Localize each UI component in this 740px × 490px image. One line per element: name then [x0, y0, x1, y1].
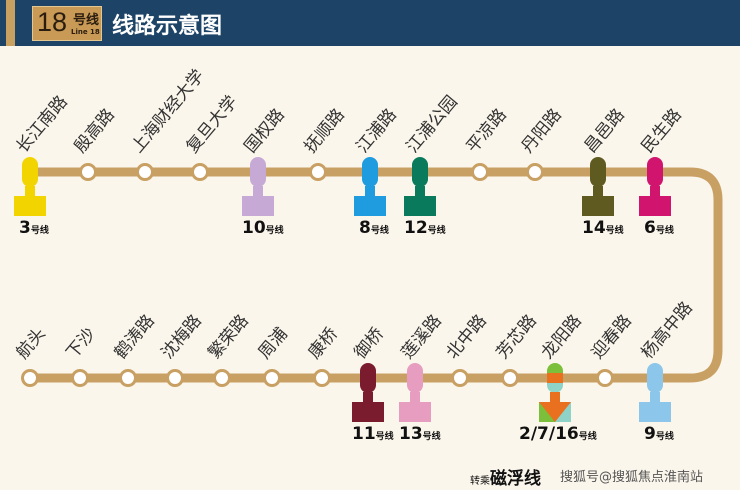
transfer-line-label: 9号线 [644, 424, 674, 444]
line-number: 18 [37, 7, 68, 37]
footer-maglev: 磁浮线 [490, 469, 541, 489]
transfer-station-marker [647, 363, 663, 393]
transfer-station-marker [22, 157, 38, 187]
watermark: 搜狐号@搜狐焦点淮南站 [560, 470, 704, 485]
transfer-line-label: 6号线 [644, 218, 674, 238]
station-dot [71, 369, 89, 387]
transfer-line-number: 14 [582, 218, 606, 238]
station-dot [166, 369, 184, 387]
transfer-station-marker [590, 157, 606, 187]
station-dot [136, 163, 154, 181]
header: 18 号线 Line 18 线路示意图 [0, 0, 740, 46]
transfer-suffix: 号线 [655, 226, 674, 236]
station-dot [596, 369, 614, 387]
arrow-shaft [650, 186, 660, 198]
header-accent [6, 0, 15, 46]
station-dot [309, 163, 327, 181]
station-dot [313, 369, 331, 387]
transfer-line-label: 8号线 [359, 218, 389, 238]
transfer-station-marker [360, 363, 376, 393]
line-en: Line 18 [71, 28, 100, 36]
arrow-shaft [415, 186, 425, 198]
transfer-line-number: 6 [644, 218, 656, 238]
transfer-line-number: 9 [644, 424, 656, 444]
station-dot [191, 163, 209, 181]
transfer-line-number: 12 [404, 218, 428, 238]
station-dot [213, 369, 231, 387]
arrow-down-icon [14, 196, 46, 216]
arrow-shaft [365, 186, 375, 198]
transfer-line-label: 14号线 [582, 218, 624, 238]
transfer-line-label: 11号线 [352, 424, 394, 444]
transfer-suffix: 号线 [655, 432, 674, 442]
arrow-shaft [593, 186, 603, 198]
transfer-suffix: 号线 [422, 432, 441, 442]
line-badge: 18 号线 Line 18 [32, 6, 102, 41]
arrow-shaft [363, 392, 373, 404]
transfer-line-number: 11 [352, 424, 376, 444]
station-dot [501, 369, 519, 387]
station-dot [471, 163, 489, 181]
arrow-down-icon [399, 402, 431, 422]
arrow-down-icon [539, 402, 571, 422]
arrow-down-icon [582, 196, 614, 216]
station-dot [119, 369, 137, 387]
transfer-line-label: 13号线 [399, 424, 441, 444]
transfer-suffix: 号线 [370, 226, 389, 236]
arrow-shaft [550, 392, 560, 404]
transfer-station-marker [547, 363, 563, 393]
footer-prefix: 转乘 [470, 476, 490, 487]
station-dot [451, 369, 469, 387]
arrow-down-icon [354, 196, 386, 216]
transfer-line-label: 10号线 [242, 218, 284, 238]
transfer-suffix: 号线 [265, 226, 284, 236]
transfer-station-marker [412, 157, 428, 187]
transfer-station-marker [647, 157, 663, 187]
station-dot [526, 163, 544, 181]
station-dot [21, 369, 39, 387]
transfer-suffix: 号线 [375, 432, 394, 442]
station-dot [263, 369, 281, 387]
station-dot [79, 163, 97, 181]
transfer-line-number: 3 [19, 218, 31, 238]
transfer-line-number: 13 [399, 424, 423, 444]
arrow-down-icon [404, 196, 436, 216]
transfer-station-marker [407, 363, 423, 393]
arrow-shaft [25, 186, 35, 198]
arrow-shaft [650, 392, 660, 404]
transfer-line-number: 10 [242, 218, 266, 238]
transfer-line-label: 3号线 [19, 218, 49, 238]
transfer-station-marker [362, 157, 378, 187]
transfer-suffix: 号线 [605, 226, 624, 236]
transfer-line-number: 8 [359, 218, 371, 238]
arrow-down-icon [352, 402, 384, 422]
transfer-line-label: 12号线 [404, 218, 446, 238]
transfer-suffix: 号线 [427, 226, 446, 236]
footer-transfer: 转乘磁浮线 [470, 464, 541, 489]
arrow-down-icon [242, 196, 274, 216]
transfer-line-number: 2/7/16 [519, 424, 579, 444]
transfer-suffix: 号线 [578, 432, 597, 442]
transfer-suffix: 号线 [30, 226, 49, 236]
line-suffix: 号线 [73, 13, 100, 28]
arrow-down-icon [639, 196, 671, 216]
transfer-station-marker [250, 157, 266, 187]
arrow-shaft [253, 186, 263, 198]
transfer-line-label: 2/7/16号线 [519, 424, 597, 444]
arrow-down-icon [639, 402, 671, 422]
arrow-shaft [410, 392, 420, 404]
page-title: 线路示意图 [112, 14, 223, 39]
